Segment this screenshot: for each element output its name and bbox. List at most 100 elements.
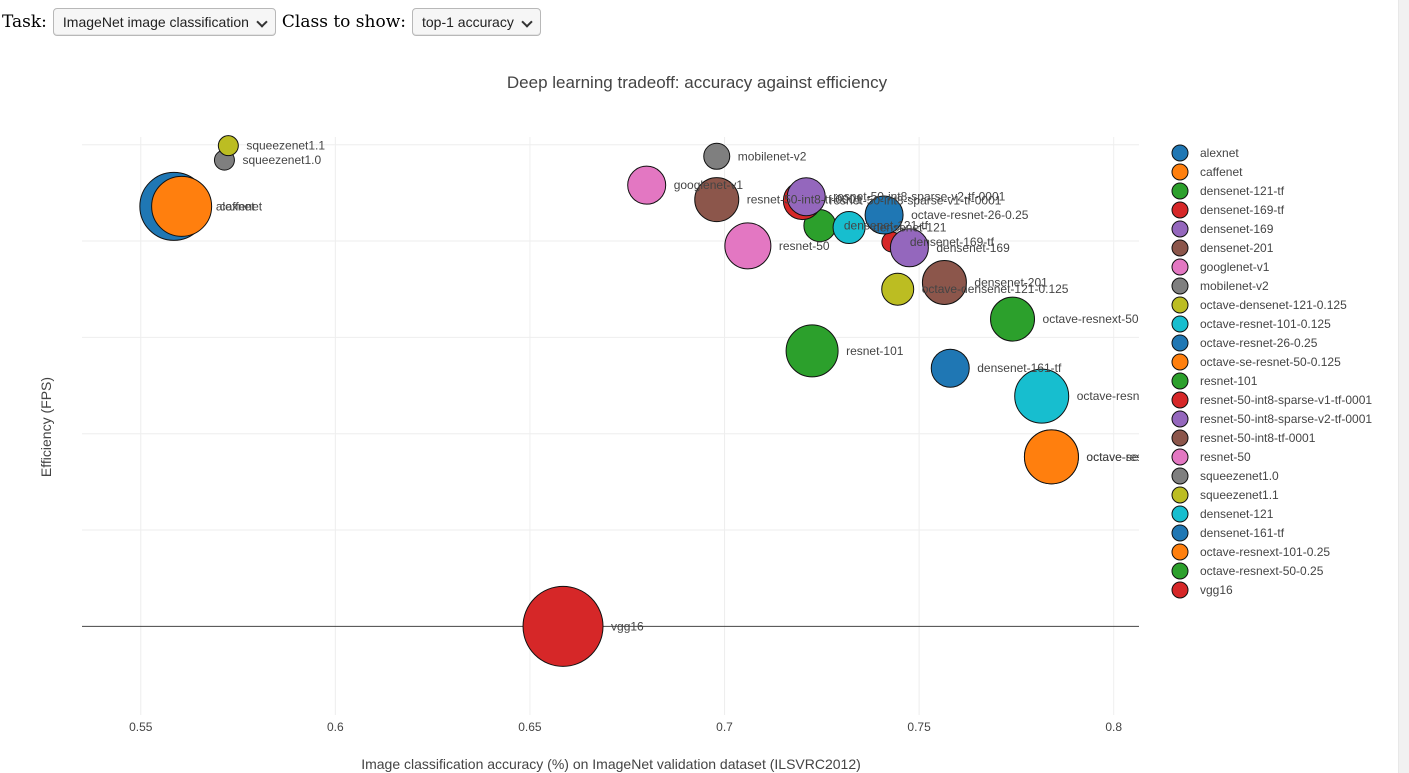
legend-label: densenet-169-tf xyxy=(1200,203,1285,217)
x-tick-label: 0.55 xyxy=(129,720,153,734)
data-point-resnet-50-int8-tf-0001[interactable] xyxy=(694,177,740,223)
x-tick-label: 0.75 xyxy=(907,720,931,734)
data-point-densenet-201[interactable] xyxy=(921,259,967,305)
legend-item[interactable]: resnet-50-int8-tf-0001 xyxy=(1171,429,1316,447)
class-select[interactable]: top-1 accuracy xyxy=(412,8,541,36)
legend-label: octave-densenet-121-0.125 xyxy=(1200,298,1347,312)
data-point-mobilenet-v2[interactable] xyxy=(703,142,731,170)
data-point-octave-resnext-101-0-25[interactable] xyxy=(1023,429,1079,485)
legend-item[interactable]: octave-densenet-121-0.125 xyxy=(1171,296,1347,314)
point-label: squeezenet1.0 xyxy=(242,153,321,167)
scrollbar[interactable] xyxy=(1398,0,1409,773)
legend-marker xyxy=(1171,277,1189,295)
legend-marker xyxy=(1171,353,1189,371)
class-select-value: top-1 accuracy xyxy=(422,14,514,30)
point-label: vgg16 xyxy=(611,619,644,633)
legend-item[interactable]: octave-resnext-50-0.25 xyxy=(1171,562,1324,580)
legend-marker xyxy=(1171,334,1189,352)
legend-label: densenet-121 xyxy=(1200,507,1274,521)
legend-marker xyxy=(1171,505,1189,523)
legend-label: vgg16 xyxy=(1200,583,1233,597)
legend: alexnet caffenet densenet-121-tf densenet-1… xyxy=(1171,144,1372,599)
legend-item[interactable]: densenet-201 xyxy=(1171,239,1274,257)
data-point-octave-densenet-121-0-125[interactable] xyxy=(881,272,915,306)
point-label: octave-densenet-121-0.125 xyxy=(922,282,1069,296)
point-label: octave-resnext-50-0.25 xyxy=(1043,312,1167,326)
x-tick-label: 0.8 xyxy=(1105,720,1122,734)
legend-label: octave-resnet-26-0.25 xyxy=(1200,336,1318,350)
point-label: resnet-50-int8-sparse-v1-tf-0001 xyxy=(829,194,1001,208)
legend-item[interactable]: resnet-50-int8-sparse-v2-tf-0001 xyxy=(1171,410,1372,428)
legend-item[interactable]: densenet-121-tf xyxy=(1171,182,1285,200)
x-ticks: 0.55 0.6 0.65 0.7 0.75 0.8 xyxy=(129,720,1122,734)
legend-label: octave-se-resnet-50-0.125 xyxy=(1200,355,1341,369)
legend-marker xyxy=(1171,163,1189,181)
legend-item[interactable]: googlenet-v1 xyxy=(1171,258,1270,276)
point-label: densenet-121-tf xyxy=(844,219,929,233)
data-point-densenet-121[interactable] xyxy=(832,211,866,245)
legend-marker xyxy=(1171,543,1189,561)
legend-label: resnet-50 xyxy=(1200,450,1251,464)
legend-item[interactable]: resnet-50-int8-sparse-v1-tf-0001 xyxy=(1171,391,1372,409)
legend-item[interactable]: resnet-50 xyxy=(1171,448,1251,466)
legend-item[interactable]: densenet-169 xyxy=(1171,220,1274,238)
data-point-resnet-101[interactable] xyxy=(785,324,839,378)
legend-item[interactable]: octave-resnet-26-0.25 xyxy=(1171,334,1318,352)
point-label: alexnet xyxy=(216,199,255,213)
legend-label: resnet-50-int8-tf-0001 xyxy=(1200,431,1316,445)
legend-label: densenet-169 xyxy=(1200,222,1274,236)
legend-item[interactable]: squeezenet1.0 xyxy=(1171,467,1279,485)
legend-item[interactable]: resnet-101 xyxy=(1171,372,1258,390)
point-label: densenet-201 xyxy=(974,275,1048,289)
legend-marker xyxy=(1171,258,1189,276)
legend-marker xyxy=(1171,448,1189,466)
legend-marker xyxy=(1171,581,1189,599)
data-point-caffenet[interactable] xyxy=(151,175,213,237)
point-label: densenet-169-tf xyxy=(910,235,995,249)
data-point-densenet-161-tf[interactable] xyxy=(930,348,970,388)
data-point-vgg16[interactable] xyxy=(522,585,604,667)
point-label: resnet-101 xyxy=(846,344,904,358)
legend-item[interactable]: caffenet xyxy=(1171,163,1243,181)
point-label: octave-resnet-26-0.25 xyxy=(911,208,1029,222)
point-label: resnet-50-int8-tf-0001 xyxy=(747,193,863,207)
legend-item[interactable]: densenet-121 xyxy=(1171,505,1274,523)
legend-item[interactable]: densenet-161-tf xyxy=(1171,524,1285,542)
data-points xyxy=(139,135,1079,667)
data-point-densenet-169[interactable] xyxy=(889,228,929,268)
legend-item[interactable]: vgg16 xyxy=(1171,581,1233,599)
legend-item[interactable]: alexnet xyxy=(1171,144,1239,162)
legend-item[interactable]: mobilenet-v2 xyxy=(1171,277,1269,295)
legend-marker xyxy=(1171,296,1189,314)
legend-label: densenet-121-tf xyxy=(1200,184,1285,198)
legend-item[interactable]: squeezenet1.1 xyxy=(1171,486,1279,504)
legend-item[interactable]: octave-resnet-101-0.125 xyxy=(1171,315,1331,333)
point-label: densenet-169 xyxy=(936,241,1010,255)
grid xyxy=(82,137,1139,715)
legend-marker xyxy=(1171,524,1189,542)
data-point-octave-resnext-50-0-25[interactable] xyxy=(990,296,1036,342)
class-label: Class to show: xyxy=(281,12,406,32)
legend-label: octave-resnet-101-0.125 xyxy=(1200,317,1331,331)
point-label: resnet-50-int8-sparse-v2-tf-0001 xyxy=(833,190,1005,204)
legend-item[interactable]: octave-se-resnet-50-0.125 xyxy=(1171,353,1341,371)
x-axis-label: Image classification accuracy (%) on Ima… xyxy=(361,756,861,772)
data-point-resnet-50[interactable] xyxy=(724,222,772,270)
legend-label: mobilenet-v2 xyxy=(1200,279,1269,293)
point-label: octave-resnet-101-0.125 xyxy=(1077,389,1208,403)
legend-label: octave-resnext-50-0.25 xyxy=(1200,564,1324,578)
data-point-octave-resnet-101-0-125[interactable] xyxy=(1014,368,1070,424)
legend-label: resnet-101 xyxy=(1200,374,1258,388)
task-select[interactable]: ImageNet image classification xyxy=(52,8,276,36)
data-point-octave-resnet-26-0-25[interactable] xyxy=(864,195,904,235)
legend-label: resnet-50-int8-sparse-v2-tf-0001 xyxy=(1200,412,1372,426)
data-point-resnet-50-int8-sparse-v2-tf-0001[interactable] xyxy=(786,177,826,217)
legend-label: caffenet xyxy=(1200,165,1243,179)
legend-item[interactable]: densenet-169-tf xyxy=(1171,201,1285,219)
data-point-googlenet-v1[interactable] xyxy=(627,165,667,205)
point-label: densenet-121 xyxy=(873,221,947,235)
legend-marker xyxy=(1171,372,1189,390)
legend-item[interactable]: octave-resnext-101-0.25 xyxy=(1171,543,1330,561)
data-point-squeezenet1-1[interactable] xyxy=(217,135,239,157)
